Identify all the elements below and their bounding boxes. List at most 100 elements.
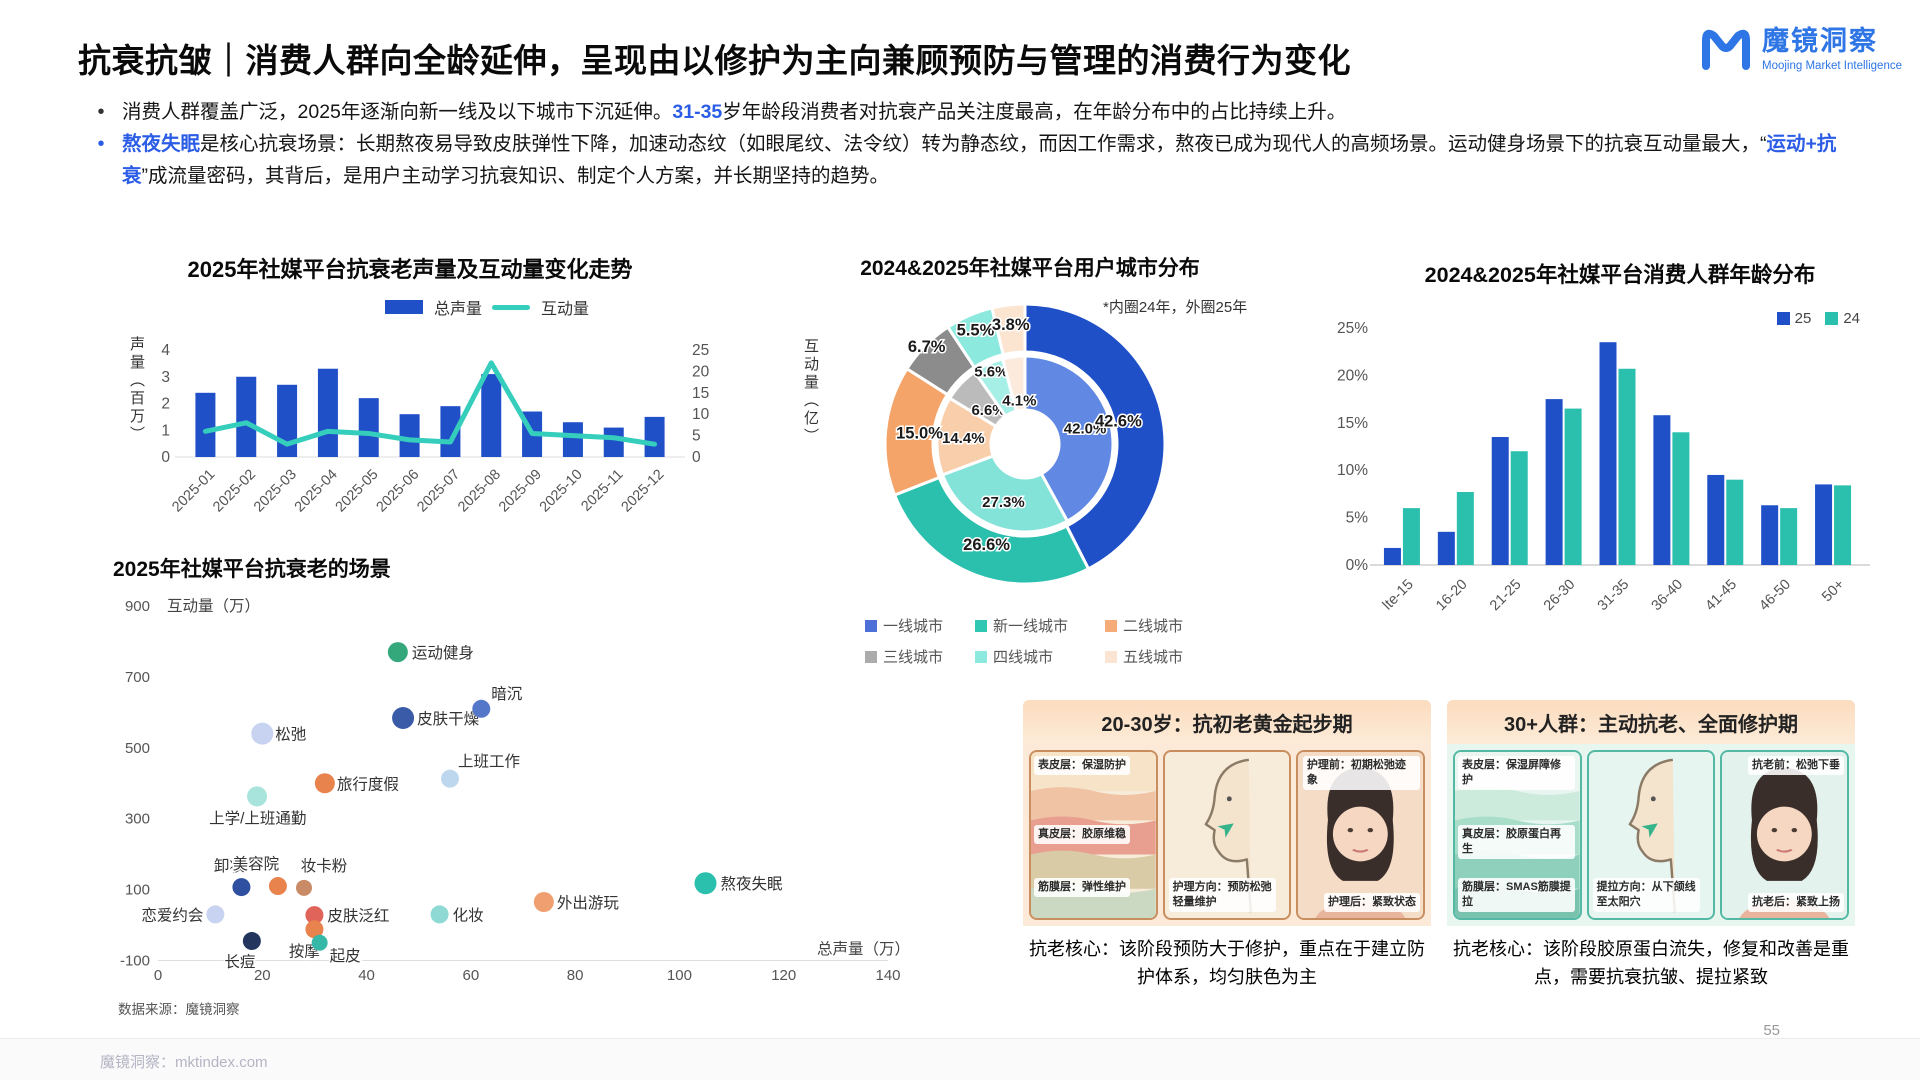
scene-point-label: 卸妆 <box>214 857 245 875</box>
legend-label: 互动量 <box>541 301 590 318</box>
volume-bar <box>317 368 338 457</box>
age-bar-25 <box>1383 547 1401 565</box>
engagement-line <box>202 360 658 447</box>
donut-slice <box>1023 302 1167 571</box>
y-axis-tick: 20% <box>1337 367 1368 384</box>
age-bar-24 <box>1726 479 1744 565</box>
right-axis-label: 互动量（亿） <box>802 338 819 446</box>
age-distribution-legend: 25 24 <box>1776 310 1860 327</box>
skin-layer-label: 筋膜层：弹性维护 <box>1034 878 1130 897</box>
x-axis-tick: 16-20 <box>1433 577 1471 615</box>
legend-label: 新一线城市 <box>993 618 1069 635</box>
x-axis-tick: 80 <box>567 967 584 984</box>
page-title: 抗衰抗皱｜消费人群向全龄延伸，呈现由以修护为主向兼顾预防与管理的消费行为变化 <box>78 42 1351 79</box>
x-axis-tick: 41-45 <box>1703 577 1741 615</box>
right-axis-tick: 20 <box>692 363 710 380</box>
y-axis-tick: 15% <box>1337 415 1368 432</box>
footer-site-link[interactable]: 魔镜洞察：mktindex.com <box>100 1054 268 1071</box>
donut-slice-label: 5.5% <box>957 321 995 339</box>
donut-slice-label: 6.7% <box>908 338 946 356</box>
age-bar-24 <box>1510 451 1528 565</box>
face-profile-art <box>1204 758 1252 913</box>
y-axis-tick: 5% <box>1346 510 1369 527</box>
bullet-text-segment: 是核心抗衰场景：长期熬夜易导致皮肤弹性下降，加速动态纹（如眼尾纹、法令纹）转为静… <box>200 133 1767 155</box>
portrait-panel: 抗老前：松弛下垂 抗老后：紧致上扬 <box>1720 750 1850 920</box>
y-axis-tick: -100 <box>120 953 150 970</box>
scene-point <box>305 920 324 939</box>
scene-point <box>206 905 225 924</box>
donut-slice-label: 26.6% <box>963 536 1010 554</box>
donut-slice-label: 27.3% <box>982 494 1025 511</box>
age-bar-25 <box>1437 531 1455 565</box>
x-axis-title: 总声量（万） <box>817 940 910 958</box>
stage-card-title: 20-30岁：抗初老黄金起步期 <box>1023 700 1431 744</box>
legend-label: 总声量 <box>434 301 483 318</box>
x-axis-tick: 20 <box>254 967 271 984</box>
left-axis-tick: 3 <box>161 369 170 386</box>
scene-point-label: 熬夜失眠 <box>721 874 784 893</box>
volume-bar <box>399 414 420 457</box>
scene-point <box>472 699 491 718</box>
legend-label: 三线城市 <box>883 649 944 666</box>
age-distribution-title: 2024&2025年社媒平台消费人群年龄分布 <box>1424 263 1816 287</box>
scene-point-label: 松弛 <box>275 726 306 744</box>
scene-point-label: 外出游玩 <box>557 894 620 912</box>
x-axis-tick: 2025-04 <box>292 467 341 516</box>
right-axis-tick: 5 <box>692 428 701 445</box>
legend-label: 一线城市 <box>883 618 944 635</box>
volume-bar <box>644 416 665 457</box>
scene-point-label: 长痘 <box>224 953 255 971</box>
donut-slice <box>1000 354 1027 413</box>
after-label: 抗老后：紧致上扬 <box>1748 893 1845 912</box>
after-label: 护理后：紧致状态 <box>1324 893 1421 912</box>
left-axis-tick: 4 <box>161 342 170 359</box>
x-axis-tick: 2025-12 <box>618 467 667 516</box>
scene-point-label: 皮肤干燥 <box>417 710 480 728</box>
legend-label: 二线城市 <box>1123 618 1184 635</box>
scene-point <box>387 642 408 663</box>
x-axis-tick: 2025-03 <box>251 467 300 516</box>
left-axis-label: 声量（百万） <box>128 336 145 444</box>
age-bar-25 <box>1653 415 1671 565</box>
before-label: 抗老前：松弛下垂 <box>1748 756 1845 775</box>
scene-point <box>247 786 268 807</box>
x-axis-tick: 140 <box>875 967 900 984</box>
scene-point-label: 妆卡粉 <box>301 857 348 875</box>
age-bar-24 <box>1672 432 1690 565</box>
right-axis-tick: 0 <box>692 449 701 466</box>
face-profile-panel: ➤ 护理方向：预防松弛 轻量维护 <box>1162 750 1292 920</box>
x-axis-tick: 2025-06 <box>373 467 422 516</box>
summary-bullets: • 消费人群覆盖广泛，2025年逐渐向新一线及以下城市下沉延伸。31-35岁年龄段… <box>80 96 1852 192</box>
legend-swatch <box>385 300 423 314</box>
donut-slice-label: 3.8% <box>992 316 1030 334</box>
scene-point <box>430 905 449 924</box>
y-axis-tick: 900 <box>125 598 150 615</box>
before-label: 护理前：初期松弛迹象 <box>1302 756 1421 790</box>
y-axis-tick: 10% <box>1337 462 1368 479</box>
age-bar-24 <box>1780 508 1798 565</box>
age-bar-25 <box>1545 399 1563 565</box>
donut-slice <box>1023 354 1115 524</box>
donut-ring-note: *内圈24年，外圈25年 <box>1103 299 1248 316</box>
bullet-text: 消费人群覆盖广泛，2025年逐渐向新一线及以下城市下沉延伸。31-35岁年龄段消… <box>122 96 1346 128</box>
x-axis-tick: 2025-08 <box>455 467 504 516</box>
scene-scatter-title: 2025年社媒平台抗衰老的场景 <box>113 558 391 581</box>
x-axis-tick: 2025-07 <box>414 467 463 516</box>
y-axis-tick: 0% <box>1346 557 1369 574</box>
stage-card-summary: 抗老核心：该阶段胶原蛋白流失，修复和改善是重点，需要抗衰抗皱、提拉紧致 <box>1453 939 1849 987</box>
x-axis-tick: 2025-05 <box>333 467 382 516</box>
donut-slice-label: 14.4% <box>942 430 985 447</box>
scene-point-label: 运动健身 <box>412 644 474 662</box>
scene-point <box>533 892 554 913</box>
portrait-panel: 护理前：初期松弛迹象护理后：紧致状态 <box>1296 750 1426 920</box>
page-number: 55 <box>1763 1022 1780 1039</box>
left-axis-tick: 2 <box>161 396 170 413</box>
x-axis-tick: 21-25 <box>1487 577 1525 615</box>
skin-layers-panel: 表皮层：保湿屏障修护 真皮层：胶原蛋白再生 筋膜层：SMAS筋膜提拉 <box>1453 750 1582 920</box>
x-axis-tick: 100 <box>667 967 692 984</box>
bullet-marker-icon: • <box>97 133 105 155</box>
age-bar-24 <box>1834 485 1852 565</box>
bullet-item: • 熬夜失眠是核心抗衰场景：长期熬夜易导致皮肤弹性下降，加速动态纹（如眼尾纹、法令… <box>80 128 1852 192</box>
scene-point <box>296 879 312 896</box>
scene-point-label: 起皮 <box>330 947 361 965</box>
